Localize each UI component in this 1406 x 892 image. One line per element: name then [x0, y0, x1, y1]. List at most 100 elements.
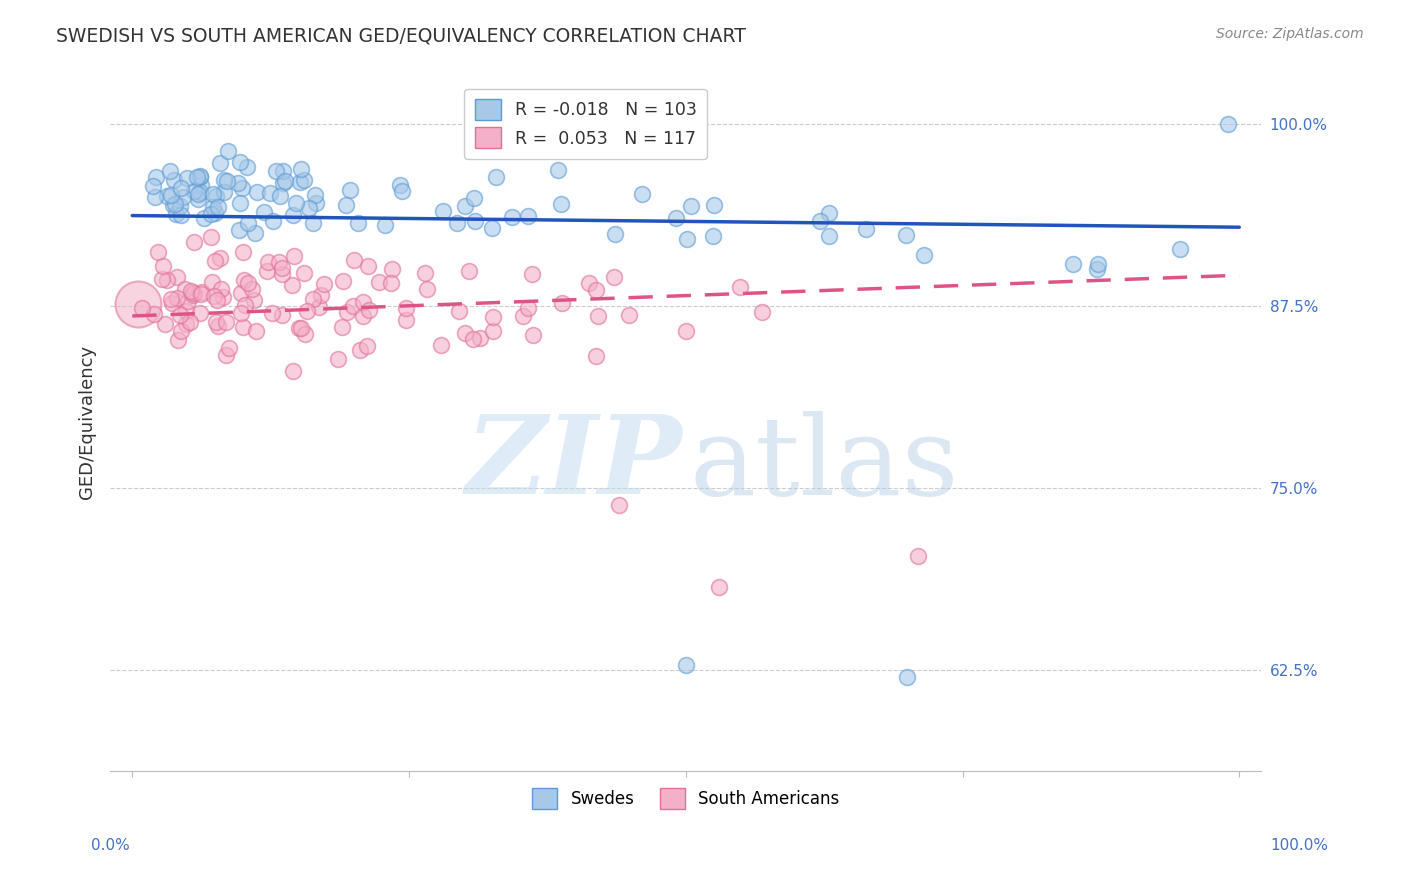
Point	[229, 196, 252, 211]
Point	[301, 216, 323, 230]
Point	[374, 218, 396, 232]
Point	[808, 214, 831, 228]
Point	[165, 207, 187, 221]
Point	[522, 328, 544, 343]
Point	[238, 216, 260, 230]
Point	[150, 271, 173, 285]
Point	[215, 348, 238, 362]
Point	[703, 198, 725, 212]
Point	[343, 252, 366, 267]
Text: 0.0%: 0.0%	[91, 838, 131, 853]
Point	[143, 190, 166, 204]
Point	[160, 292, 183, 306]
Point	[464, 214, 486, 228]
Point	[751, 305, 773, 319]
Point	[183, 184, 205, 198]
Point	[335, 305, 357, 319]
Point	[609, 498, 631, 512]
Point	[1087, 257, 1109, 271]
Text: SWEDISH VS SOUTH AMERICAN GED/EQUIVALENCY CORRELATION CHART: SWEDISH VS SOUTH AMERICAN GED/EQUIVALENC…	[56, 27, 747, 45]
Point	[174, 317, 197, 331]
Point	[357, 259, 380, 273]
Point	[246, 185, 269, 199]
Point	[188, 169, 211, 184]
Point	[212, 186, 235, 200]
Point	[169, 308, 191, 322]
Point	[702, 229, 724, 244]
Text: Source: ZipAtlas.com: Source: ZipAtlas.com	[1216, 27, 1364, 41]
Point	[201, 275, 224, 289]
Text: 100.0%: 100.0%	[1271, 838, 1329, 853]
Point	[142, 307, 165, 321]
Point	[181, 288, 204, 302]
Point	[292, 266, 315, 280]
Point	[205, 188, 228, 202]
Text: ZIP: ZIP	[465, 410, 682, 518]
Point	[153, 317, 176, 331]
Point	[290, 175, 312, 189]
Point	[550, 197, 572, 211]
Point	[162, 198, 184, 212]
Point	[217, 174, 239, 188]
Point	[298, 201, 321, 215]
Point	[603, 227, 626, 241]
Point	[346, 215, 368, 229]
Point	[283, 248, 305, 262]
Point	[202, 288, 225, 302]
Point	[676, 232, 699, 246]
Point	[174, 282, 197, 296]
Point	[148, 245, 170, 260]
Point	[166, 291, 188, 305]
Point	[415, 282, 437, 296]
Point	[389, 178, 412, 192]
Point	[457, 264, 479, 278]
Point	[190, 287, 212, 301]
Point	[200, 230, 222, 244]
Point	[267, 255, 290, 269]
Point	[356, 339, 378, 353]
Point	[181, 285, 204, 300]
Point	[468, 331, 491, 345]
Point	[675, 658, 697, 673]
Point	[586, 310, 609, 324]
Point	[208, 156, 231, 170]
Point	[302, 292, 325, 306]
Point	[481, 324, 503, 338]
Point	[245, 324, 267, 338]
Point	[481, 221, 503, 235]
Point	[262, 213, 284, 227]
Point	[231, 180, 253, 194]
Point	[176, 171, 198, 186]
Point	[183, 235, 205, 249]
Point	[145, 169, 167, 184]
Point	[256, 255, 278, 269]
Point	[179, 315, 201, 329]
Point	[232, 245, 254, 260]
Point	[855, 222, 877, 236]
Point	[907, 549, 929, 563]
Point	[681, 199, 703, 213]
Point	[352, 295, 374, 310]
Point	[191, 285, 214, 299]
Point	[229, 305, 252, 319]
Point	[271, 308, 294, 322]
Point	[1168, 242, 1191, 256]
Point	[200, 206, 222, 220]
Point	[269, 189, 291, 203]
Point	[391, 184, 413, 198]
Point	[236, 160, 259, 174]
Point	[201, 187, 224, 202]
Point	[512, 309, 534, 323]
Point	[1085, 262, 1108, 277]
Point	[368, 276, 391, 290]
Point	[187, 186, 209, 201]
Point	[349, 343, 371, 358]
Point	[446, 216, 468, 230]
Point	[170, 208, 193, 222]
Point	[432, 203, 454, 218]
Point	[131, 301, 153, 316]
Point	[271, 176, 294, 190]
Point	[217, 145, 239, 159]
Point	[155, 273, 177, 287]
Point	[187, 192, 209, 206]
